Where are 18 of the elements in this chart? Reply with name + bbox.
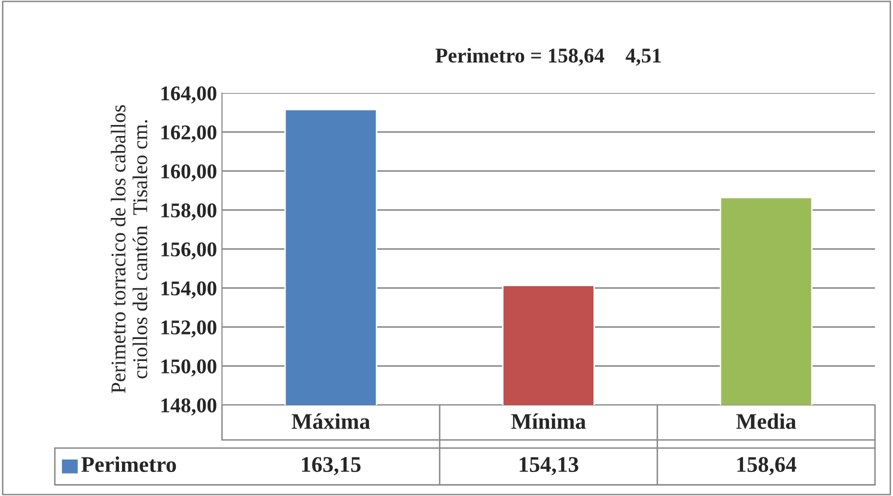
data-label: 163,15 xyxy=(302,457,361,476)
y-tick-label: 152,00 xyxy=(162,320,216,338)
data-label: 154,13 xyxy=(520,457,578,476)
legend-label: Perimetro xyxy=(81,456,176,472)
y-tick-label: 154,00 xyxy=(162,281,216,298)
y-tick-label: 162,00 xyxy=(162,125,216,142)
y-tick-label: 164,00 xyxy=(162,86,216,104)
x-tick-label: Media xyxy=(736,413,796,429)
y-tick-label: 150,00 xyxy=(162,359,216,376)
x-tick-label: Máxima xyxy=(292,413,370,429)
y-tick-label: 160,00 xyxy=(162,164,216,182)
chart-title: Perimetro = 158,64 4,51 xyxy=(435,48,661,66)
y-tick-label: 158,00 xyxy=(162,203,216,220)
y-tick-label: 156,00 xyxy=(162,242,216,260)
y-tick-label: 148,00 xyxy=(162,398,216,416)
data-label: 158,64 xyxy=(737,457,796,476)
y-axis-title: Perimetro torracico de los caballos criollos del cantón Tisaleo cm. xyxy=(110,105,148,394)
x-tick-label: Mínima xyxy=(511,413,586,429)
